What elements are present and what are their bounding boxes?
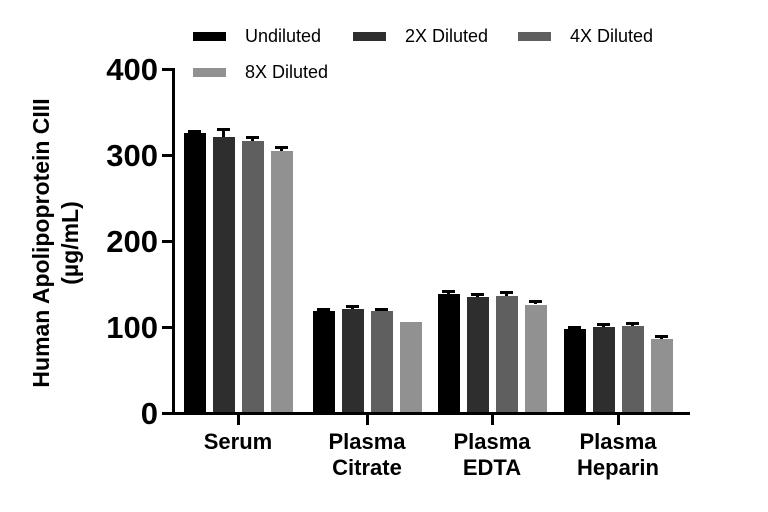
bar-plasma-edta-undiluted <box>437 294 460 412</box>
error-bar-cap <box>375 307 388 311</box>
legend-swatch-undiluted <box>193 31 226 41</box>
x-category-label-plasma-heparin: Plasma Heparin <box>543 429 693 481</box>
error-bar-cap <box>655 335 668 339</box>
error-bar-stem <box>222 129 225 137</box>
y-tick <box>162 68 172 71</box>
error-bar-cap <box>246 135 259 139</box>
x-tick <box>490 415 494 425</box>
error-bar-cap <box>275 146 288 150</box>
legend-swatch-4x-diluted <box>518 31 551 41</box>
bar-plasma-heparin-8x-diluted <box>650 338 673 412</box>
error-bar-cap <box>442 289 455 293</box>
bar-plasma-edta-2x-diluted <box>466 296 489 412</box>
error-bar-cap <box>346 305 359 309</box>
bar-serum-8x-diluted <box>270 150 293 412</box>
legend-item-4x-diluted: 4X Diluted <box>518 25 654 46</box>
x-axis-line <box>167 412 690 415</box>
error-bar-cap <box>188 129 201 133</box>
error-bar-cap <box>568 325 581 329</box>
bar-serum-2x-diluted <box>212 136 235 412</box>
bar-serum-undiluted <box>183 133 206 412</box>
y-tick-label: 100 <box>106 310 158 345</box>
x-category-label-line: Plasma <box>453 429 531 454</box>
y-tick-label: 200 <box>106 224 158 259</box>
bar-plasma-edta-8x-diluted <box>524 304 547 412</box>
x-tick <box>616 415 620 425</box>
legend-label: 2X Diluted <box>405 25 489 46</box>
x-category-label-plasma-citrate: Plasma Citrate <box>292 429 442 481</box>
y-axis-title-line1: Human Apolipoprotein CIII <box>28 98 54 388</box>
bar-plasma-edta-4x-diluted <box>495 295 518 412</box>
y-tick-label: 300 <box>106 138 158 173</box>
bar-plasma-citrate-4x-diluted <box>370 311 393 412</box>
error-bar-cap <box>471 293 484 297</box>
y-axis-title: Human Apolipoprotein CIII (µg/mL) <box>27 53 87 433</box>
legend-label: 4X Diluted <box>570 25 654 46</box>
bar-plasma-citrate-undiluted <box>312 311 335 412</box>
y-tick <box>162 326 172 329</box>
y-tick-label: 400 <box>106 52 158 87</box>
x-category-label-line: Plasma <box>579 429 657 454</box>
x-category-label-plasma-edta: Plasma EDTA <box>417 429 567 481</box>
legend-item-2x-diluted: 2X Diluted <box>353 25 489 46</box>
x-category-label-line: Plasma <box>328 429 406 454</box>
bar-plasma-citrate-2x-diluted <box>341 308 364 412</box>
error-bar-cap <box>626 322 639 326</box>
y-tick-label: 0 <box>140 396 158 431</box>
x-category-label-serum: Serum <box>163 429 313 455</box>
error-bar-cap <box>500 290 513 294</box>
x-category-label-line: Serum <box>203 429 273 454</box>
legend-item-undiluted: Undiluted <box>193 25 322 46</box>
error-bar-cap <box>217 128 230 132</box>
bar-serum-4x-diluted <box>241 141 264 412</box>
x-category-label-line: EDTA <box>462 455 522 480</box>
y-axis-title-line2: (µg/mL) <box>57 201 83 285</box>
x-tick <box>365 415 369 425</box>
bar-plasma-heparin-2x-diluted <box>592 326 615 412</box>
y-tick <box>162 240 172 243</box>
y-axis-line <box>172 68 175 415</box>
bar-plasma-citrate-8x-diluted <box>399 321 422 412</box>
bar-plasma-heparin-undiluted <box>563 328 586 412</box>
x-tick <box>236 415 240 425</box>
y-tick <box>162 412 172 415</box>
bar-plasma-heparin-4x-diluted <box>621 326 644 412</box>
legend-label: 8X Diluted <box>245 61 329 82</box>
error-bar-cap <box>529 300 542 304</box>
error-bar-stem <box>505 291 508 296</box>
error-bar-stem <box>251 136 254 142</box>
legend-swatch-2x-diluted <box>353 31 386 41</box>
x-category-label-line: Citrate <box>332 455 402 480</box>
legend-label: Undiluted <box>245 25 322 46</box>
y-tick <box>162 154 172 157</box>
legend-item-8x-diluted: 8X Diluted <box>193 61 329 82</box>
error-bar-cap <box>597 323 610 327</box>
error-bar-cap <box>317 307 330 311</box>
x-category-label-line: Heparin <box>577 455 659 480</box>
legend-swatch-8x-diluted <box>193 67 226 77</box>
